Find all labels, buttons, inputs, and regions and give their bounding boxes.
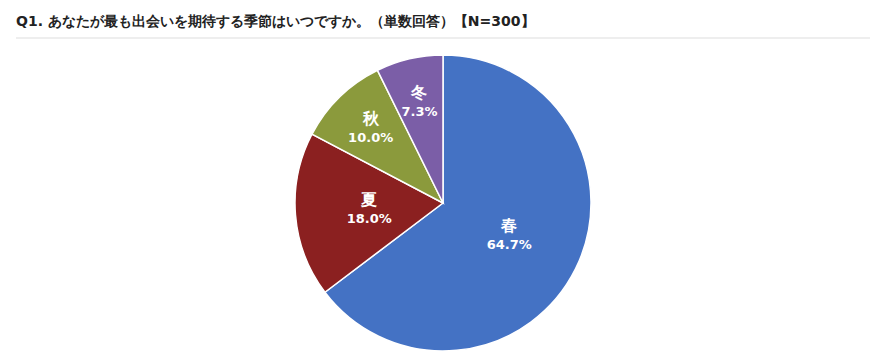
slice-category-label: 春 [500, 216, 517, 235]
slices [295, 55, 591, 351]
slice-value-label: 10.0% [348, 130, 393, 145]
slice-category-label: 秋 [362, 109, 380, 128]
slice-value-label: 7.3% [401, 104, 437, 119]
chart-title: Q1. あなたが最も出会いを期待する季節はいつですか。（単数回答）【N=300】 [16, 13, 535, 29]
slice-value-label: 18.0% [347, 211, 392, 226]
slice-value-label: 64.7% [487, 237, 532, 252]
title-rule [16, 38, 870, 39]
chart-container: Q1. あなたが最も出会いを期待する季節はいつですか。（単数回答）【N=300】… [0, 0, 886, 363]
slice-category-label: 夏 [360, 190, 377, 209]
pie-slice [377, 55, 443, 203]
slice-category-label: 冬 [410, 83, 427, 102]
chart-svg: Q1. あなたが最も出会いを期待する季節はいつですか。（単数回答）【N=300】… [0, 0, 886, 363]
slice-labels: 春 64.7% 夏 18.0% 秋 10.0% 冬 7.3% [347, 83, 532, 253]
